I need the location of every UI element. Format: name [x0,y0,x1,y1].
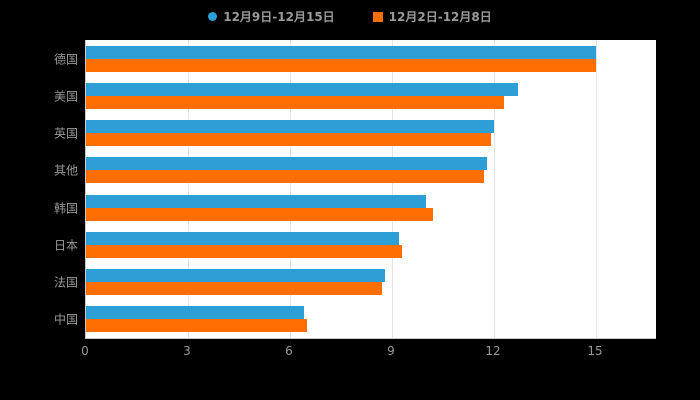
legend-label: 12月2日-12月8日 [388,10,492,24]
bar-group-法国 [86,264,656,301]
bar-12月9日-12月15日-法国 [86,269,386,283]
bar-12月2日-12月8日-日本 [86,244,403,258]
bar-12月2日-12月8日-美国 [86,95,505,109]
bar-12月2日-12月8日-法国 [86,282,382,296]
legend-item-dec9-15[interactable]: 12月9日-12月15日 [208,8,335,25]
bar-12月2日-12月8日-中国 [86,319,307,333]
legend-item-dec2-8[interactable]: 12月2日-12月8日 [372,8,492,25]
gridline [392,40,393,338]
category-label-其他: 其他 [53,163,78,178]
bar-12月9日-12月15日-美国 [86,82,518,96]
bar-group-中国 [86,301,656,338]
gridline [494,40,495,338]
bar-12月9日-12月15日-日本 [86,231,399,245]
gridline [596,40,597,338]
legend: 12月9日-12月15日 12月2日-12月8日 [0,8,700,25]
x-tick-label-3: 3 [183,344,191,358]
category-label-韩国: 韩国 [53,201,78,216]
x-tick-label-9: 9 [387,344,395,358]
gridline [290,40,291,338]
bar-12月9日-12月15日-其他 [86,157,488,171]
plot-area [85,40,656,339]
category-label-美国: 美国 [53,89,78,104]
bar-group-日本 [86,226,656,263]
bar-12月2日-12月8日-德国 [86,58,596,72]
bar-12月9日-12月15日-中国 [86,306,304,320]
x-tick-label-6: 6 [285,344,293,358]
x-tick-label-12: 12 [485,344,501,358]
bar-12月9日-12月15日-韩国 [86,194,426,208]
legend-label: 12月9日-12月15日 [223,10,335,24]
bar-group-美国 [86,77,656,114]
legend-square-marker-icon [372,11,383,22]
category-label-日本: 日本 [53,238,78,253]
x-tick-label-15: 15 [587,344,603,358]
bar-12月9日-12月15日-德国 [86,45,596,59]
legend-circle-marker-icon [208,12,218,21]
bar-12月2日-12月8日-其他 [86,170,484,184]
bar-group-其他 [86,152,656,189]
bar-group-英国 [86,115,656,152]
bar-group-韩国 [86,189,656,226]
gridline [188,40,189,338]
x-tick-label-0: 0 [81,344,89,358]
category-label-法国: 法国 [53,275,78,290]
category-label-中国: 中国 [53,312,78,327]
bar-group-德国 [86,40,656,77]
category-label-英国: 英国 [53,126,78,141]
bar-12月2日-12月8日-英国 [86,133,491,147]
bar-12月9日-12月15日-英国 [86,120,494,134]
bar-12月2日-12月8日-韩国 [86,207,433,221]
category-label-德国: 德国 [53,52,78,67]
